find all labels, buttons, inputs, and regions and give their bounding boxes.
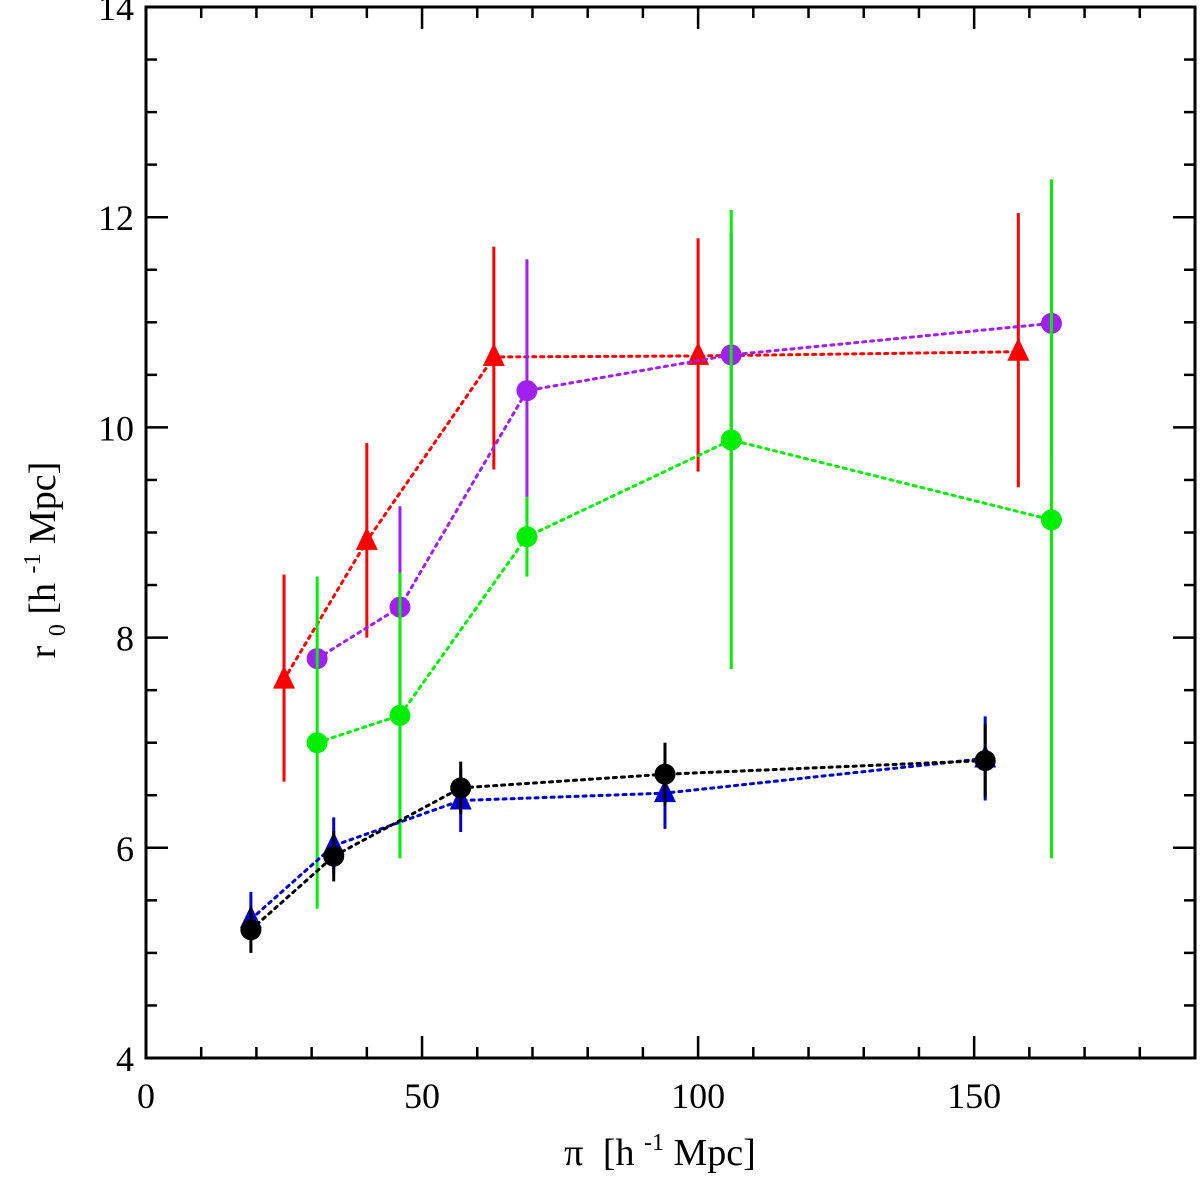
y-axis-title-unit-rest: Mpc] [22, 462, 64, 544]
data-point [389, 704, 411, 726]
data-point [1007, 337, 1030, 361]
x-axis-title-symbol: π [564, 1132, 583, 1174]
y-axis-title-unit: [h [22, 583, 64, 615]
y-tick-label: 14 [98, 0, 134, 28]
x-axis-title: π [h -1 Mpc] [564, 1117, 756, 1174]
data-point [273, 665, 296, 689]
series-purple-circles [306, 185, 1062, 707]
data-point [974, 750, 996, 772]
y-tick-label: 4 [116, 1039, 134, 1079]
y-axis-title-symbol: r [22, 645, 64, 658]
y-tick-label: 12 [98, 198, 134, 238]
x-axis-title-unit-rest: Mpc] [674, 1132, 756, 1174]
plot-frame [144, 5, 1197, 1060]
series-line [315, 438, 1053, 745]
series-black-circles [240, 723, 996, 953]
data-point [306, 732, 328, 754]
data-point [482, 342, 505, 366]
x-tick-label: 0 [137, 1076, 155, 1116]
data-point [450, 777, 472, 799]
x-tick-label: 100 [671, 1076, 725, 1116]
series-line [249, 756, 987, 921]
y-tick-label: 6 [116, 829, 134, 869]
data-point [355, 526, 378, 550]
x-axis-title-exponent: -1 [644, 1130, 664, 1156]
series-green-circles [306, 179, 1062, 909]
data-point [720, 429, 742, 451]
y-axis-title-exponent: -1 [20, 554, 46, 574]
data-point [654, 763, 676, 785]
data-point [516, 380, 538, 402]
y-tick-label: 8 [116, 619, 134, 659]
data-point [1040, 509, 1062, 531]
series-line [315, 321, 1053, 661]
x-tick-label: 50 [404, 1076, 440, 1116]
data-point [516, 526, 538, 548]
axis-ticks [144, 5, 1197, 1060]
x-tick-label: 150 [947, 1076, 1001, 1116]
data-point [240, 919, 262, 941]
series-red-triangles [273, 212, 1030, 782]
series-blue-triangles [239, 716, 997, 941]
data-point [323, 845, 345, 867]
y-tick-label: 10 [98, 408, 134, 448]
x-axis-title-unit: [h [603, 1132, 635, 1174]
y-axis-title-subscript: 0 [45, 624, 71, 636]
series-line [249, 759, 987, 932]
axis-tick-labels: 0 50 100 150 4 6 8 10 12 14 [98, 0, 1001, 1116]
y-axis-title: r 0 [h -1 Mpc] [7, 462, 74, 659]
data-series [239, 179, 1062, 953]
series-line [282, 350, 1020, 682]
